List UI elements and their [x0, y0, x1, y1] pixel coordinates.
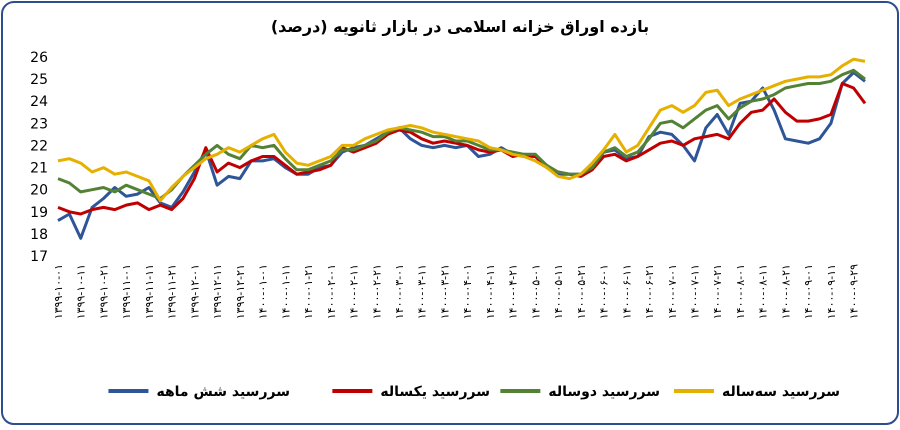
- x-tick-label: ۱۴۰۰-۰۲-۲۱: [370, 264, 383, 319]
- x-tick-label: ۱۴۰۰-۰۱-۱۱: [279, 264, 292, 319]
- x-tick-label: ۱۴۰۰-۰۹-۲۹: [848, 264, 861, 319]
- x-tick-label: ۱۴۰۰-۰۵-۰۱: [529, 264, 542, 319]
- x-tick-label: ۱۴۰۰-۰۳-۰۱: [393, 264, 406, 319]
- x-tick-label: ۱۳۹۹-۱۲-۱۱: [211, 264, 224, 319]
- x-tick-label: ۱۴۰۰-۰۷-۱۱: [689, 264, 702, 319]
- series-line: [57, 71, 866, 240]
- series-line: [57, 68, 866, 200]
- y-tick-label: 19: [30, 205, 48, 221]
- x-tick-label: ۱۴۰۰-۰۳-۱۱: [416, 264, 429, 319]
- x-tick-label: ۱۴۰۰-۰۵-۱۱: [552, 264, 565, 319]
- x-tick-label: ۱۴۰۰-۰۲-۱۱: [348, 264, 361, 319]
- y-tick-label: 17: [30, 249, 48, 265]
- chart-title: بازده اوراق خزانه اسلامی در بازار ثانویه…: [271, 17, 649, 36]
- y-tick-label: 24: [30, 94, 48, 110]
- y-tick-label: 26: [30, 50, 48, 66]
- x-tick-label: ۱۳۹۹-۱۰-۲۱: [97, 264, 110, 319]
- y-tick-label: 18: [30, 227, 48, 243]
- x-tick-label: ۱۴۰۰-۰۲-۰۱: [325, 264, 338, 319]
- y-tick-label: 21: [30, 161, 48, 177]
- x-tick-label: ۱۴۰۰-۰۴-۲۱: [507, 264, 520, 319]
- x-tick-label: ۱۴۰۰-۰۱-۲۱: [302, 264, 315, 319]
- x-tick-label: ۱۴۰۰-۰۷-۲۱: [711, 264, 724, 319]
- x-tick-label: ۱۴۰۰-۰۶-۰۱: [598, 264, 611, 319]
- legend-label: سررسید شش ماهه: [156, 384, 290, 400]
- legend-label: سررسید سه‌ساله: [722, 384, 840, 400]
- x-tick-label: ۱۳۹۹-۱۰-۰۱: [52, 264, 65, 319]
- x-tick-label: ۱۴۰۰-۰۱-۰۱: [257, 264, 270, 319]
- x-tick-label: ۱۴۰۰-۰۸-۲۱: [779, 264, 792, 319]
- x-tick-label: ۱۳۹۹-۱۲-۰۱: [188, 264, 201, 319]
- series-line: [57, 82, 867, 216]
- x-tick-label: ۱۴۰۰-۰۷-۰۱: [666, 264, 679, 319]
- x-tick-label: ۱۴۰۰-۰۶-۱۱: [620, 264, 633, 319]
- legend-label: سررسید یکساله: [380, 384, 490, 400]
- x-tick-label: ۱۴۰۰-۰۴-۱۱: [484, 264, 497, 319]
- legend-label: سررسید دوساله: [548, 384, 660, 400]
- x-tick-label: ۱۴۰۰-۰۶-۲۱: [643, 264, 656, 319]
- x-tick-label: ۱۳۹۹-۱۱-۲۱: [166, 264, 179, 319]
- x-tick-label: ۱۴۰۰-۰۳-۲۱: [438, 264, 451, 319]
- x-tick-label: ۱۳۹۹-۱۱-۱۱: [143, 264, 156, 319]
- x-tick-label: ۱۳۹۹-۱۲-۲۱: [234, 264, 247, 319]
- x-tick-label: ۱۳۹۹-۱۱-۰۱: [120, 264, 133, 319]
- x-tick-label: ۱۴۰۰-۰۸-۱۱: [757, 264, 770, 319]
- x-tick-label: ۱۴۰۰-۰۸-۰۱: [734, 264, 747, 319]
- x-tick-label: ۱۳۹۹-۱۰-۱۱: [75, 264, 88, 319]
- y-tick-label: 23: [30, 116, 48, 132]
- y-tick-label: 22: [30, 138, 48, 154]
- series-line: [57, 57, 866, 203]
- x-tick-label: ۱۴۰۰-۰۵-۲۱: [575, 264, 588, 319]
- y-tick-label: 20: [30, 183, 48, 199]
- x-tick-label: ۱۴۰۰-۰۹-۰۱: [802, 264, 815, 319]
- y-tick-label: 25: [30, 72, 48, 88]
- x-tick-label: ۱۴۰۰-۰۴-۰۱: [461, 264, 474, 319]
- x-tick-label: ۱۴۰۰-۰۹-۱۱: [825, 264, 838, 319]
